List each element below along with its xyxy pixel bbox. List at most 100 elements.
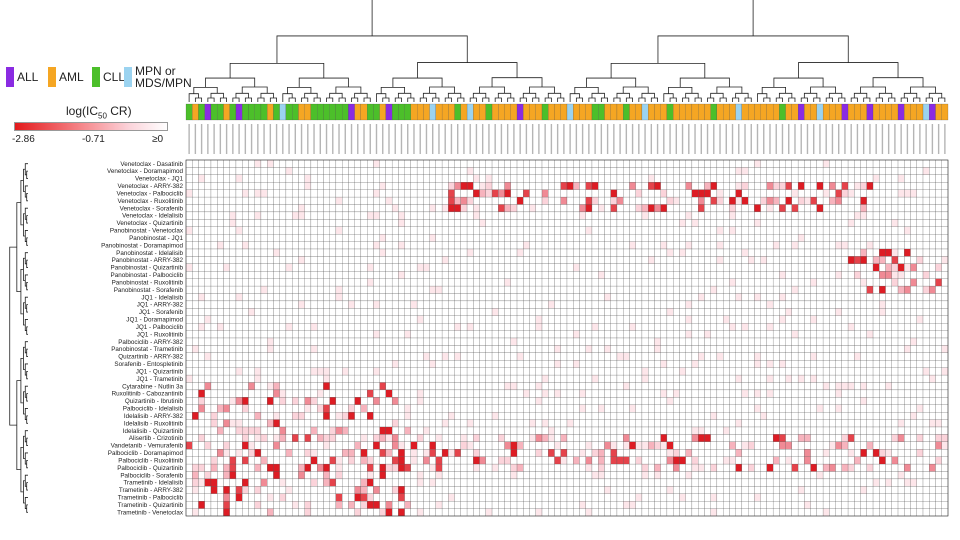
heatmap-cell <box>748 174 755 183</box>
heatmap-cell <box>317 374 324 383</box>
heatmap-cell <box>329 226 337 235</box>
heatmap-cell <box>498 389 505 398</box>
heatmap-cell <box>904 285 911 294</box>
heatmap-cell <box>841 234 849 242</box>
heatmap-cell <box>754 293 761 302</box>
heatmap-cell <box>822 315 830 324</box>
heatmap-cell <box>791 367 799 376</box>
heatmap-cell <box>716 196 724 205</box>
heatmap-cell <box>429 196 436 205</box>
heatmap-cell <box>535 352 543 361</box>
heatmap-cell <box>279 404 287 413</box>
heatmap-cell <box>498 352 505 361</box>
dendrogram-branch <box>9 246 17 426</box>
heatmap-cell <box>242 219 249 227</box>
heatmap-cell <box>398 263 405 272</box>
heatmap-cell <box>329 211 337 220</box>
heatmap-cell <box>323 412 330 420</box>
heatmap-cell <box>629 382 636 391</box>
heatmap-cell <box>348 337 355 346</box>
heatmap-cell <box>435 204 443 213</box>
heatmap-cell <box>454 271 461 279</box>
heatmap-cell <box>473 308 480 316</box>
heatmap-cell <box>735 219 743 227</box>
heatmap-cell <box>204 419 212 428</box>
heatmap-cell <box>772 389 780 398</box>
heatmap-cell <box>754 248 761 257</box>
dendrogram-branch <box>925 97 933 102</box>
heatmap-cell <box>391 330 399 339</box>
heatmap-cell <box>504 219 511 227</box>
heatmap-cell <box>579 374 586 383</box>
heatmap-cell <box>260 234 268 242</box>
heatmap-cell <box>935 337 942 346</box>
dendrogram-branch <box>719 97 727 102</box>
heatmap-cell <box>866 226 874 235</box>
heatmap-cell <box>385 263 393 272</box>
heatmap-cell <box>941 271 949 279</box>
heatmap-cell <box>723 241 730 250</box>
heatmap-cell <box>710 278 718 287</box>
heatmap-cell <box>766 426 774 435</box>
heatmap-cell <box>904 211 911 220</box>
heatmap-cell <box>723 211 730 220</box>
heatmap-cell <box>466 248 474 257</box>
heatmap-cell <box>841 352 849 361</box>
heatmap-cell <box>304 426 312 435</box>
heatmap-cell <box>616 248 624 257</box>
heatmap-cell <box>635 315 643 324</box>
heatmap-cell <box>323 167 330 175</box>
heatmap-cell <box>498 219 505 227</box>
heatmap-cell <box>192 330 199 339</box>
heatmap-cell <box>766 182 774 190</box>
heatmap-cell <box>323 315 330 324</box>
heatmap-cell <box>310 404 318 413</box>
heatmap-cell <box>529 382 536 391</box>
heatmap-cell <box>729 330 736 339</box>
heatmap-cell <box>260 426 268 435</box>
heatmap-cell <box>310 219 318 227</box>
heatmap-cell <box>460 256 468 264</box>
heatmap-cell <box>485 189 493 198</box>
heatmap-cell <box>398 211 405 220</box>
heatmap-cell <box>854 300 861 309</box>
heatmap-cell <box>854 352 861 361</box>
heatmap-cell <box>541 174 549 183</box>
heatmap-cell <box>941 300 949 309</box>
heatmap-cell <box>804 330 811 339</box>
heatmap-cell <box>229 412 237 420</box>
heatmap-cell <box>323 285 330 294</box>
heatmap-cell <box>616 330 624 339</box>
heatmap-cell <box>841 263 849 272</box>
heatmap-cell <box>673 263 680 272</box>
heatmap-cell <box>510 263 518 272</box>
heatmap-cell <box>885 219 892 227</box>
heatmap-cell <box>785 404 792 413</box>
heatmap-cell <box>591 389 599 398</box>
heatmap-cell <box>254 293 262 302</box>
heatmap-cell <box>616 293 624 302</box>
heatmap-cell <box>491 419 499 428</box>
heatmap-cell <box>298 352 305 361</box>
heatmap-cell <box>779 241 786 250</box>
heatmap-cell <box>804 248 811 257</box>
heatmap-cell <box>616 211 624 220</box>
column-group-cell <box>267 103 274 121</box>
heatmap-cell <box>267 382 274 391</box>
heatmap-cell <box>735 345 743 353</box>
heatmap-cell <box>623 285 630 294</box>
heatmap-cell <box>822 352 830 361</box>
heatmap-cell <box>641 367 649 376</box>
heatmap-cell <box>654 426 661 435</box>
heatmap-cell <box>941 352 949 361</box>
heatmap-cell <box>623 278 630 287</box>
heatmap-cell <box>691 382 699 391</box>
heatmap-cell <box>822 337 830 346</box>
heatmap-cell <box>691 256 699 264</box>
heatmap-cell <box>254 167 262 175</box>
heatmap-cell <box>573 204 580 213</box>
heatmap-cell <box>854 426 861 435</box>
column-group-cell <box>904 103 911 121</box>
heatmap-cell <box>916 412 924 420</box>
heatmap-cell <box>491 374 499 383</box>
